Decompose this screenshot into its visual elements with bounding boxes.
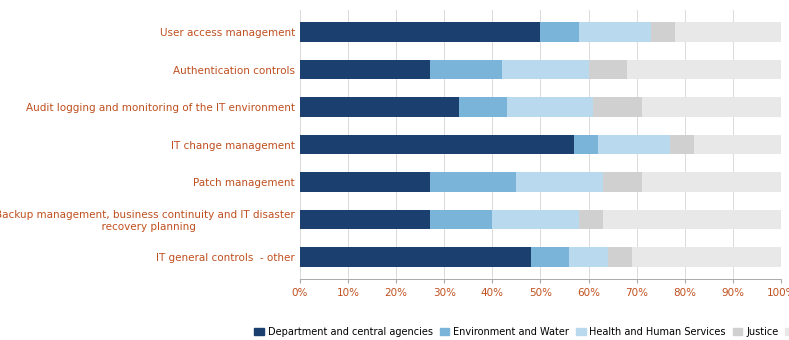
- Bar: [579, 22, 651, 42]
- Bar: [675, 22, 781, 42]
- Bar: [540, 22, 579, 42]
- Bar: [300, 135, 574, 154]
- Bar: [608, 247, 632, 267]
- Bar: [430, 172, 516, 192]
- Bar: [458, 97, 507, 117]
- Bar: [300, 60, 430, 79]
- Bar: [574, 135, 598, 154]
- Bar: [531, 247, 570, 267]
- Bar: [570, 247, 608, 267]
- Bar: [641, 97, 781, 117]
- Bar: [300, 172, 430, 192]
- Bar: [300, 22, 540, 42]
- Bar: [300, 210, 430, 229]
- Bar: [632, 247, 781, 267]
- Bar: [300, 247, 531, 267]
- Bar: [627, 60, 781, 79]
- Legend: Department and central agencies, Environment and Water, Health and Human Service: Department and central agencies, Environ…: [254, 327, 789, 337]
- Bar: [589, 60, 627, 79]
- Bar: [603, 172, 641, 192]
- Bar: [694, 135, 781, 154]
- Bar: [641, 172, 781, 192]
- Bar: [430, 210, 492, 229]
- Bar: [300, 97, 458, 117]
- Bar: [502, 60, 589, 79]
- Bar: [507, 97, 593, 117]
- Bar: [651, 22, 675, 42]
- Bar: [671, 135, 694, 154]
- Bar: [593, 97, 641, 117]
- Bar: [430, 60, 502, 79]
- Bar: [598, 135, 671, 154]
- Bar: [579, 210, 603, 229]
- Bar: [492, 210, 579, 229]
- Bar: [603, 210, 781, 229]
- Bar: [516, 172, 603, 192]
